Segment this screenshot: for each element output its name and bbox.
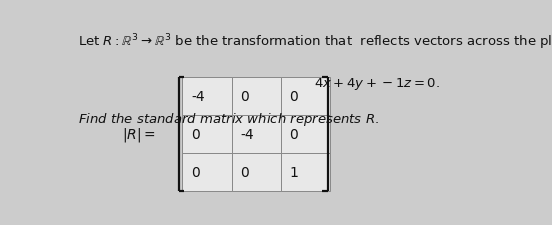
FancyBboxPatch shape: [182, 153, 232, 192]
Text: 0: 0: [290, 127, 299, 141]
FancyBboxPatch shape: [232, 153, 281, 192]
FancyBboxPatch shape: [281, 153, 330, 192]
Text: $|R| =$: $|R| =$: [123, 126, 156, 143]
Text: Let $R : \mathbb{R}^3 \rightarrow \mathbb{R}^3$ be the transformation that  refl: Let $R : \mathbb{R}^3 \rightarrow \mathb…: [77, 32, 552, 52]
FancyBboxPatch shape: [182, 115, 232, 153]
Text: -4: -4: [241, 127, 254, 141]
FancyBboxPatch shape: [281, 115, 330, 153]
Text: 0: 0: [241, 89, 249, 103]
FancyBboxPatch shape: [232, 77, 281, 115]
Text: 0: 0: [191, 166, 200, 180]
FancyBboxPatch shape: [281, 77, 330, 115]
Text: Find the standard matrix which represents $R.$: Find the standard matrix which represent…: [77, 110, 379, 127]
FancyBboxPatch shape: [182, 77, 232, 115]
Text: 0: 0: [191, 127, 200, 141]
FancyBboxPatch shape: [232, 115, 281, 153]
Text: -4: -4: [191, 89, 205, 103]
Text: $4x + 4y + -1z = 0.$: $4x + 4y + -1z = 0.$: [314, 76, 440, 91]
Text: 0: 0: [241, 166, 249, 180]
Text: 0: 0: [290, 89, 299, 103]
Text: 1: 1: [290, 166, 299, 180]
